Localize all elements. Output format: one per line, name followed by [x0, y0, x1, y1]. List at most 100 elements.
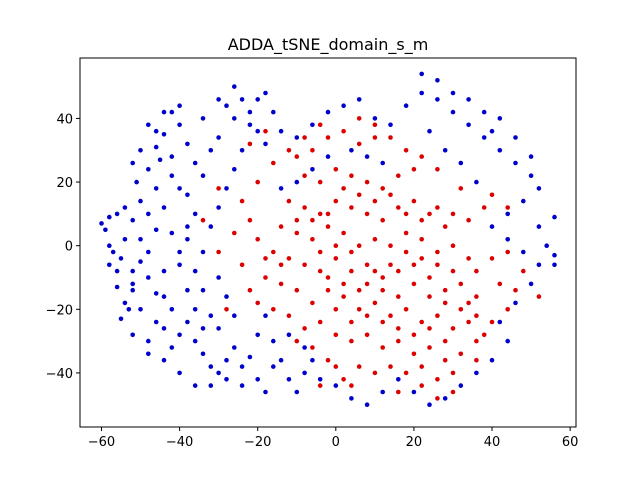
scatter-point-s1-46 [411, 262, 417, 268]
scatter-point-s0-113 [521, 198, 526, 204]
y-tick-label: 0 [65, 240, 73, 255]
scatter-point-s1-49 [458, 281, 464, 287]
scatter-point-s1-78 [442, 357, 448, 363]
scatter-point-s0-53 [232, 84, 237, 89]
scatter-point-s1-82 [505, 307, 511, 312]
scatter-point-s1-90 [372, 370, 378, 376]
scatter-point-s1-74 [380, 345, 386, 350]
scatter-point-s0-149 [497, 116, 503, 121]
scatter-point-s1-160 [372, 198, 378, 204]
y-tick-label: 40 [56, 112, 73, 127]
scatter-point-s1-149 [349, 249, 354, 255]
scatter-point-s1-47 [427, 275, 432, 280]
scatter-point-s0-151 [528, 154, 534, 159]
scatter-point-s0-90 [138, 237, 143, 242]
scatter-point-s0-35 [200, 351, 206, 357]
scatter-point-s0-42 [192, 307, 198, 312]
scatter-point-s0-138 [536, 224, 542, 229]
scatter-point-s0-25 [161, 205, 167, 210]
ticks-layer: −60 −40 −20 0 20 40 60 −40 −20 0 20 40 [46, 112, 579, 450]
scatter-point-s1-168 [294, 217, 300, 223]
scatter-point-s1-44 [380, 275, 386, 280]
scatter-point-s1-39 [302, 262, 307, 268]
scatter-point-s0-87 [185, 141, 190, 147]
scatter-point-s0-141 [442, 148, 448, 153]
scatter-point-s0-139 [474, 179, 479, 185]
scatter-point-s0-83 [130, 287, 135, 293]
scatter-point-s1-174 [388, 262, 393, 268]
scatter-point-s1-76 [411, 351, 417, 357]
scatter-point-s0-8 [126, 307, 132, 312]
scatter-point-s0-12 [122, 237, 128, 242]
scatter-point-s0-134 [552, 214, 557, 220]
scatter-point-s1-84 [403, 370, 409, 376]
scatter-point-s0-132 [349, 396, 354, 401]
scatter-point-s1-165 [450, 211, 456, 217]
scatter-point-s0-67 [224, 294, 229, 299]
scatter-point-s0-144 [489, 128, 495, 134]
scatter-point-s1-169 [278, 262, 284, 268]
scatter-point-s0-23 [169, 173, 175, 178]
scatter-point-s0-181 [146, 211, 151, 217]
scatter-point-s0-180 [153, 186, 159, 191]
scatter-point-s1-132 [396, 389, 401, 395]
scatter-point-s1-86 [435, 377, 440, 382]
scatter-point-s0-154 [271, 364, 276, 369]
scatter-point-s1-68 [286, 313, 292, 319]
x-tick-label: −40 [166, 435, 193, 450]
scatter-point-s1-126 [505, 249, 511, 255]
scatter-point-s0-114 [505, 211, 511, 217]
scatter-point-s1-110 [247, 287, 253, 293]
scatter-point-s0-94 [263, 141, 268, 147]
scatter-point-s0-116 [505, 237, 511, 242]
scatter-point-s1-118 [466, 217, 471, 223]
scatter-point-s0-82 [138, 307, 143, 312]
scatter-point-s1-26 [294, 230, 300, 236]
scatter-point-s1-102 [286, 148, 292, 153]
scatter-point-s1-87 [450, 370, 456, 376]
scatter-point-s1-71 [333, 332, 339, 338]
scatter-point-s1-73 [364, 332, 370, 338]
scatter-point-s1-171 [341, 281, 346, 287]
scatter-point-s0-30 [169, 307, 175, 312]
scatter-point-s1-63 [450, 326, 456, 331]
scatter-point-s0-140 [458, 160, 464, 166]
scatter-point-s1-129 [450, 389, 456, 395]
scatter-point-s1-173 [372, 268, 378, 274]
scatter-point-s0-147 [419, 71, 425, 77]
scatter-point-s1-130 [435, 396, 440, 401]
scatter-point-s0-75 [286, 377, 292, 382]
scatter-point-s1-163 [419, 217, 425, 223]
scatter-point-s0-153 [302, 345, 307, 350]
scatter-point-s1-175 [403, 249, 409, 255]
scatter-point-s1-60 [403, 307, 409, 312]
scatter-point-s1-55 [325, 287, 331, 293]
scatter-point-s0-148 [466, 97, 471, 102]
scatter-point-s1-25 [278, 224, 284, 229]
scatter-point-s0-184 [192, 268, 198, 274]
scatter-point-s0-178 [177, 103, 182, 108]
scatter-point-s1-148 [333, 243, 339, 248]
scatter-point-s0-4 [110, 249, 116, 255]
scatter-point-s1-79 [458, 351, 464, 357]
scatter-point-s1-111 [224, 307, 229, 312]
scatter-point-s1-114 [216, 186, 221, 191]
scatter-point-s1-158 [341, 186, 346, 191]
scatter-point-s1-121 [489, 256, 495, 261]
chart-title: ADDA_tSNE_domain_s_m [228, 35, 429, 55]
scatter-point-s0-57 [263, 90, 268, 96]
scatter-point-s0-105 [435, 97, 440, 102]
scatter-point-s0-76 [294, 389, 300, 395]
scatter-point-s0-32 [177, 332, 182, 338]
scatter-point-s1-113 [232, 230, 237, 236]
scatter-point-s0-51 [200, 116, 206, 121]
scatter-point-s1-21 [396, 205, 401, 210]
scatter-point-s0-52 [224, 103, 229, 108]
scatter-point-s1-42 [349, 268, 354, 274]
scatter-point-s1-5 [372, 135, 378, 140]
scatter-point-s0-26 [153, 227, 159, 233]
scatter-point-s1-131 [419, 383, 425, 388]
scatter-point-s0-79 [317, 377, 323, 382]
scatter-point-s0-11 [138, 259, 143, 264]
